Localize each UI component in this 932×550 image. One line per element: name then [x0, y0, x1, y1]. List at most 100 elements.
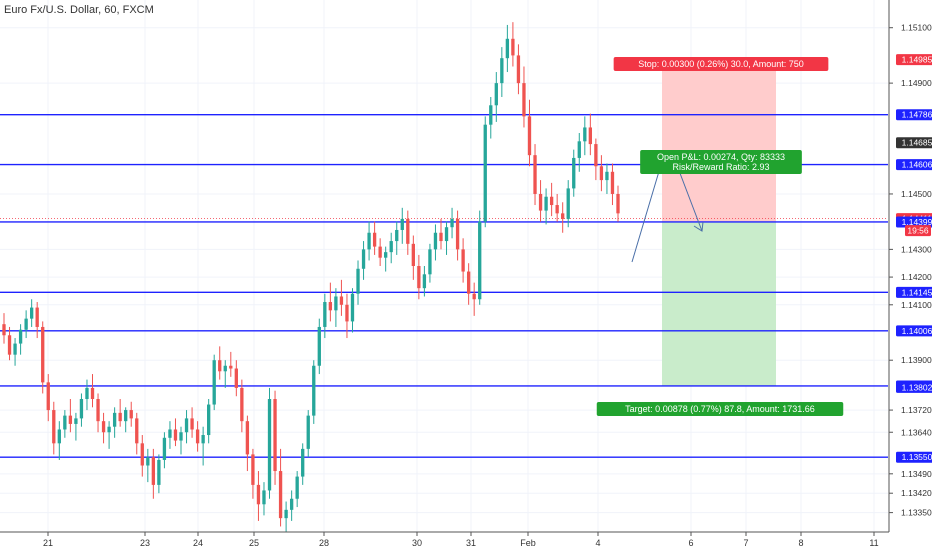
candle-body — [444, 227, 449, 242]
candle-body — [18, 329, 23, 344]
candle-body — [129, 410, 133, 419]
candle-body — [207, 404, 211, 436]
candle — [57, 421, 61, 460]
x-tick-label: Feb — [520, 538, 536, 548]
candle — [367, 221, 371, 261]
candle-body — [406, 218, 410, 244]
candle — [267, 387, 272, 499]
candle — [184, 410, 189, 444]
candle — [234, 360, 238, 397]
candle — [218, 346, 222, 380]
position-zones — [662, 59, 776, 386]
y-tick-label: 1.14100 — [901, 300, 932, 310]
y-tick-label: 1.13420 — [901, 488, 932, 498]
candle — [74, 412, 78, 441]
price-tag-text: 1.14985 — [902, 55, 932, 65]
candle — [323, 293, 327, 339]
candle-body — [555, 205, 559, 214]
price-tag: 1.14399 — [896, 216, 932, 228]
y-tick-label: 1.13640 — [901, 427, 932, 437]
candle-body — [112, 412, 117, 427]
candle-body — [7, 335, 12, 355]
price-tag: 1.14145 — [896, 286, 932, 298]
candle-body — [13, 343, 17, 355]
candle-body — [251, 454, 255, 485]
candle-body — [157, 459, 161, 485]
y-tick-label: 1.14300 — [901, 244, 932, 254]
candle-body — [345, 304, 349, 322]
candle — [455, 210, 460, 261]
candle — [500, 47, 504, 97]
price-tag-bg — [896, 381, 932, 393]
candle — [538, 180, 543, 222]
candle — [555, 193, 559, 222]
candle-body — [245, 421, 250, 455]
candle-body — [334, 296, 338, 311]
candle — [129, 401, 133, 427]
candle — [295, 471, 299, 508]
candle — [411, 235, 415, 280]
candle — [478, 210, 482, 305]
candle-body — [538, 193, 543, 211]
candle — [472, 282, 476, 316]
candle-body — [151, 457, 156, 485]
candle-body — [173, 429, 178, 441]
candle — [549, 182, 554, 217]
candle — [112, 407, 117, 438]
candle — [378, 238, 382, 266]
candle-body — [417, 266, 421, 289]
candle-body — [572, 157, 576, 189]
stop-label: Stop: 0.00300 (0.26%) 30.0, Amount: 750 — [613, 57, 829, 71]
price-tag-text: 1.14145 — [902, 287, 932, 297]
price-axis[interactable]: 1.15100 1.14900 1.14500 1.14300 1.14200 1.141… — [888, 0, 932, 532]
candle — [494, 72, 498, 122]
candle-body — [533, 155, 537, 194]
candle — [483, 116, 487, 228]
candle-body — [63, 415, 67, 430]
candle — [328, 282, 333, 322]
y-tick-label: 1.13900 — [901, 355, 932, 365]
candle-body — [146, 457, 150, 466]
candle-body — [577, 141, 581, 158]
candle — [229, 351, 233, 377]
candle — [284, 501, 288, 532]
countdown-tag-text: 19:56 — [907, 226, 929, 236]
candle — [2, 313, 6, 344]
candle-body — [301, 448, 305, 477]
candle-body — [605, 171, 609, 181]
candle-body — [278, 471, 283, 519]
candle-body — [544, 196, 548, 211]
candle — [173, 418, 178, 447]
candle — [594, 138, 598, 181]
candle-body — [522, 83, 526, 117]
price-tag: 1.13550 — [896, 451, 932, 463]
price-tag: 1.14786 — [896, 109, 932, 121]
candle-body — [411, 243, 415, 266]
price-tag-bg — [896, 325, 932, 337]
candle-body — [79, 399, 84, 419]
candle-body — [262, 490, 266, 505]
candle — [18, 324, 23, 355]
candle-body — [610, 171, 615, 194]
x-tick-label: 24 — [193, 538, 203, 548]
price-tag-bg — [896, 451, 932, 463]
candle — [7, 326, 12, 361]
price-tag-bg — [896, 137, 932, 149]
candle — [422, 266, 427, 297]
time-axis[interactable]: 21 23 24 25 28 30 31 Feb 4 6 7 8 11 — [0, 531, 889, 548]
candle-body — [422, 274, 427, 289]
price-tag-bg — [896, 109, 932, 121]
candle — [201, 426, 205, 466]
candle-body — [256, 484, 261, 505]
x-tick-label: 23 — [140, 538, 150, 548]
candle-body — [472, 293, 476, 300]
candle — [428, 243, 432, 283]
candle-body — [516, 55, 521, 84]
candle — [140, 435, 144, 477]
candle — [605, 163, 609, 194]
candle-body — [234, 368, 238, 388]
chart-title: Euro Fx/U.S. Dollar, 60, FXCM — [4, 4, 154, 16]
candle — [516, 44, 521, 95]
candle — [273, 390, 277, 485]
